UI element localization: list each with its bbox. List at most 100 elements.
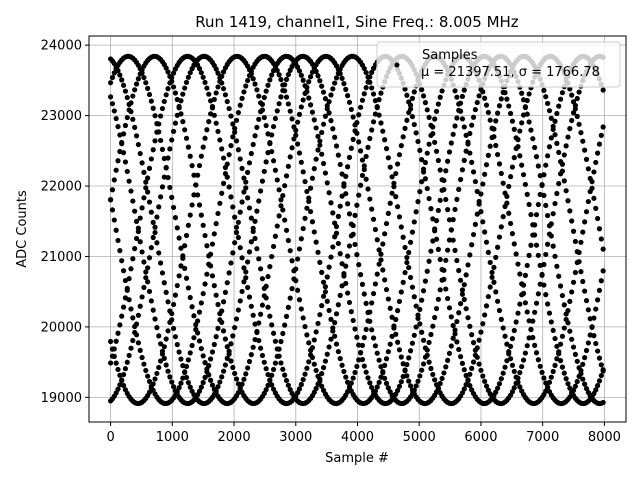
data-point [526,91,532,97]
data-point [598,278,604,284]
data-point [598,236,604,242]
data-point [413,383,419,389]
data-point [400,279,406,285]
data-point [359,281,366,287]
data-point [576,373,582,379]
data-point [187,153,193,159]
data-point [430,323,436,329]
data-point [430,371,436,378]
data-point [307,185,314,191]
data-point [432,116,438,122]
data-point [585,307,591,313]
data-point [376,261,382,267]
data-point [506,183,512,190]
data-point [422,176,428,182]
data-point [348,309,354,315]
data-point [596,287,603,294]
data-point [141,361,147,367]
data-point [411,89,417,95]
data-point [383,380,390,386]
data-point [537,173,543,179]
data-point [126,352,132,359]
data-point [287,295,293,301]
data-point [563,376,569,382]
data-point [137,215,143,221]
data-point [187,212,193,218]
data-point [352,122,358,128]
data-point [572,351,578,357]
data-point [419,367,425,373]
data-point [374,350,380,356]
data-point [254,246,260,252]
data-point [215,84,221,90]
data-point [569,218,575,224]
data-point [454,196,460,202]
data-point [543,251,549,258]
data-point [291,268,297,274]
data-point [182,127,188,133]
data-point [600,87,606,93]
data-point [307,102,314,108]
data-point [146,165,153,171]
data-point [493,142,499,149]
data-point [557,96,564,102]
data-point [506,349,512,355]
data-point [204,127,210,133]
data-point [220,155,227,161]
data-point [391,180,397,186]
data-point [233,224,240,230]
data-point [263,295,269,301]
data-point [385,385,391,391]
data-point [182,85,188,91]
data-point [539,271,545,278]
data-point [361,291,367,297]
data-point [337,251,343,257]
data-point [572,238,578,245]
data-point [317,78,323,84]
data-point [432,228,438,234]
data-point [141,169,147,175]
data-point [545,301,551,307]
data-point [326,307,332,314]
data-point [219,374,225,380]
data-point [176,349,182,355]
data-point [574,113,580,119]
data-point [365,186,371,192]
data-point [202,135,208,141]
data-point [417,147,423,153]
data-point [267,77,273,83]
data-point [235,234,241,241]
data-point [150,381,156,387]
data-point [402,244,408,251]
data-point [278,360,284,366]
data-point [580,278,586,285]
data-point [117,72,123,78]
data-point [182,369,188,376]
data-point [489,274,495,280]
data-point [369,69,375,75]
data-point [128,266,134,272]
data-point [330,126,336,132]
data-point [372,111,378,117]
data-point [554,356,560,362]
data-point [320,293,327,299]
data-point [454,115,460,121]
data-point [402,125,408,131]
data-point [389,333,395,339]
data-point [257,100,264,106]
data-point [507,110,514,117]
data-point [332,333,338,339]
data-point [448,140,454,146]
data-point [369,327,375,333]
data-point [296,246,303,252]
data-point [400,234,406,240]
data-point [333,75,340,81]
data-point [124,114,130,121]
data-point [472,347,478,353]
data-point [339,283,345,289]
data-point [345,201,351,207]
data-point [150,219,156,225]
data-point [226,152,232,158]
data-point [315,249,321,255]
data-point [145,373,151,379]
